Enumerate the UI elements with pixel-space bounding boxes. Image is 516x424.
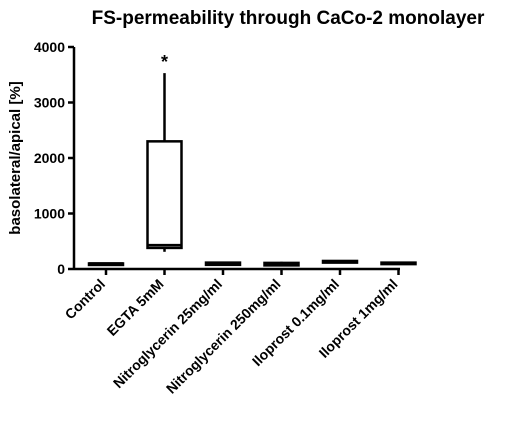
box-group (380, 261, 417, 275)
box-group (321, 259, 359, 275)
box-iqr (146, 140, 183, 250)
significance-marker: * (161, 52, 168, 72)
x-tick-label: Nitroglycerin 25mg/ml (110, 276, 225, 391)
y-tick-label: 4000 (34, 39, 65, 55)
box-group: * (146, 52, 183, 275)
y-tick-label: 0 (57, 261, 65, 277)
y-axis-label: basolateral/apical [%] (7, 81, 24, 234)
x-tick-label: Control (62, 276, 109, 323)
y-tick-label: 2000 (34, 150, 65, 166)
boxes-group: * (87, 52, 417, 275)
box-group (87, 262, 125, 275)
x-tick-label: Nitroglycerin 250mg/ml (163, 276, 284, 397)
y-tick-label: 1000 (34, 206, 65, 222)
y-ticks-group: 0 1000 2000 3000 4000 (34, 39, 74, 277)
chart-title: FS-permeability through CaCo-2 monolayer (92, 8, 485, 29)
box-group (263, 261, 300, 275)
y-tick-label: 3000 (34, 95, 65, 111)
box-group (204, 261, 242, 275)
x-tick-label: EGTA 5mM (104, 276, 167, 339)
